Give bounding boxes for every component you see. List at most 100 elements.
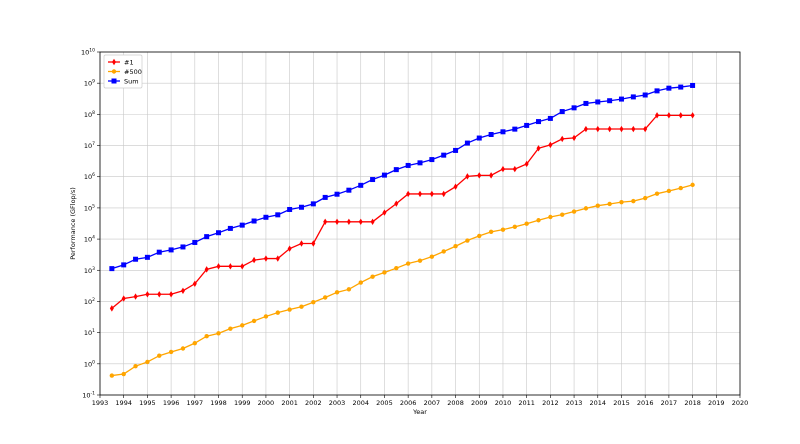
x-tick-label: 2018 [684, 399, 701, 407]
data-point [631, 198, 636, 204]
x-tick-label: 2007 [424, 399, 441, 407]
data-point [145, 291, 150, 298]
data-point [393, 167, 399, 173]
data-point [666, 112, 671, 119]
data-point [180, 244, 186, 250]
y-tick-label: 10-1 [82, 391, 95, 400]
data-point [251, 318, 257, 324]
y-tick-label: 1010 [81, 48, 95, 57]
x-tick-label: 1994 [115, 399, 132, 407]
y-tick-base: 10 [81, 49, 89, 57]
y-tick-label: 103 [84, 266, 95, 275]
data-point [548, 141, 553, 149]
data-point [133, 363, 138, 369]
data-point [334, 191, 340, 197]
x-tick-label: 2013 [566, 399, 583, 407]
y-tick-exponent: 3 [92, 266, 95, 272]
y-tick-label: 107 [84, 141, 95, 150]
data-point [607, 125, 612, 133]
x-tick-label: 2003 [329, 399, 346, 407]
data-point [583, 100, 589, 106]
data-point [465, 173, 470, 180]
x-tick-label: 1999 [234, 399, 251, 407]
data-point [216, 263, 221, 270]
data-point [311, 240, 316, 247]
data-point [109, 373, 115, 378]
data-point [133, 256, 139, 262]
y-tick-exponent: 4 [92, 235, 95, 241]
data-point [524, 122, 530, 128]
data-point [156, 249, 162, 255]
x-tick-label: 1995 [139, 399, 156, 407]
data-point [429, 254, 435, 259]
x-tick-label: 2004 [352, 399, 369, 407]
x-tick-label: 2009 [471, 399, 488, 407]
x-axis-label: Year [412, 408, 427, 416]
data-point [524, 221, 529, 226]
legend-label: #500 [124, 68, 142, 76]
data-point [370, 218, 375, 225]
legend-marker [111, 78, 117, 84]
data-point [157, 353, 162, 358]
data-point [228, 326, 233, 331]
data-point [133, 293, 138, 300]
x-tick-label: 1993 [92, 399, 109, 407]
data-point [619, 125, 624, 133]
data-point [418, 190, 422, 198]
data-point [500, 165, 505, 173]
data-point [618, 96, 624, 102]
data-point [488, 229, 494, 235]
data-point [571, 209, 577, 214]
data-point [275, 212, 281, 218]
legend-label: #1 [124, 58, 134, 66]
data-point [642, 92, 648, 98]
x-tick-label: 2012 [542, 399, 559, 407]
data-point [642, 195, 648, 201]
data-point [500, 129, 506, 135]
data-point [144, 254, 150, 260]
data-point [453, 244, 458, 249]
data-point [228, 263, 233, 270]
y-tick-label: 106 [84, 172, 95, 181]
y-tick-base: 10 [84, 236, 92, 244]
y-tick-exponent: 7 [92, 141, 95, 147]
data-point [560, 212, 565, 217]
plot-frame [99, 51, 741, 396]
y-tick-base: 10 [84, 142, 92, 150]
data-point [489, 172, 494, 179]
data-point [180, 287, 185, 294]
data-point [678, 112, 683, 119]
data-point [109, 266, 115, 272]
data-point [583, 125, 588, 133]
data-point [595, 125, 600, 133]
x-tick-label: 1998 [210, 399, 227, 407]
data-point [382, 209, 387, 216]
y-tick-exponent: 9 [92, 79, 95, 85]
data-point [429, 190, 434, 198]
x-tick-label: 2016 [637, 399, 654, 407]
y-tick-label: 108 [84, 110, 95, 119]
data-point [678, 84, 684, 90]
data-point [168, 349, 174, 355]
x-tick-label: 2014 [590, 399, 607, 407]
data-point [145, 359, 150, 365]
data-point [500, 227, 506, 232]
data-point [548, 214, 553, 220]
data-point [453, 183, 458, 190]
legend-marker [112, 58, 116, 66]
data-point [239, 222, 245, 228]
y-tick-exponent: 5 [92, 203, 95, 209]
data-point [512, 126, 518, 132]
y-tick-exponent: 2 [92, 297, 95, 303]
data-point [263, 214, 269, 220]
data-point [382, 270, 387, 275]
y-tick-label: 101 [84, 328, 95, 337]
data-point [216, 230, 222, 236]
y-axis-label: Performance (GFlop/s) [69, 187, 77, 260]
data-point [417, 160, 423, 166]
y-tick-label: 105 [84, 203, 95, 212]
data-point [322, 194, 328, 200]
data-point [275, 310, 280, 315]
data-point [441, 190, 446, 198]
